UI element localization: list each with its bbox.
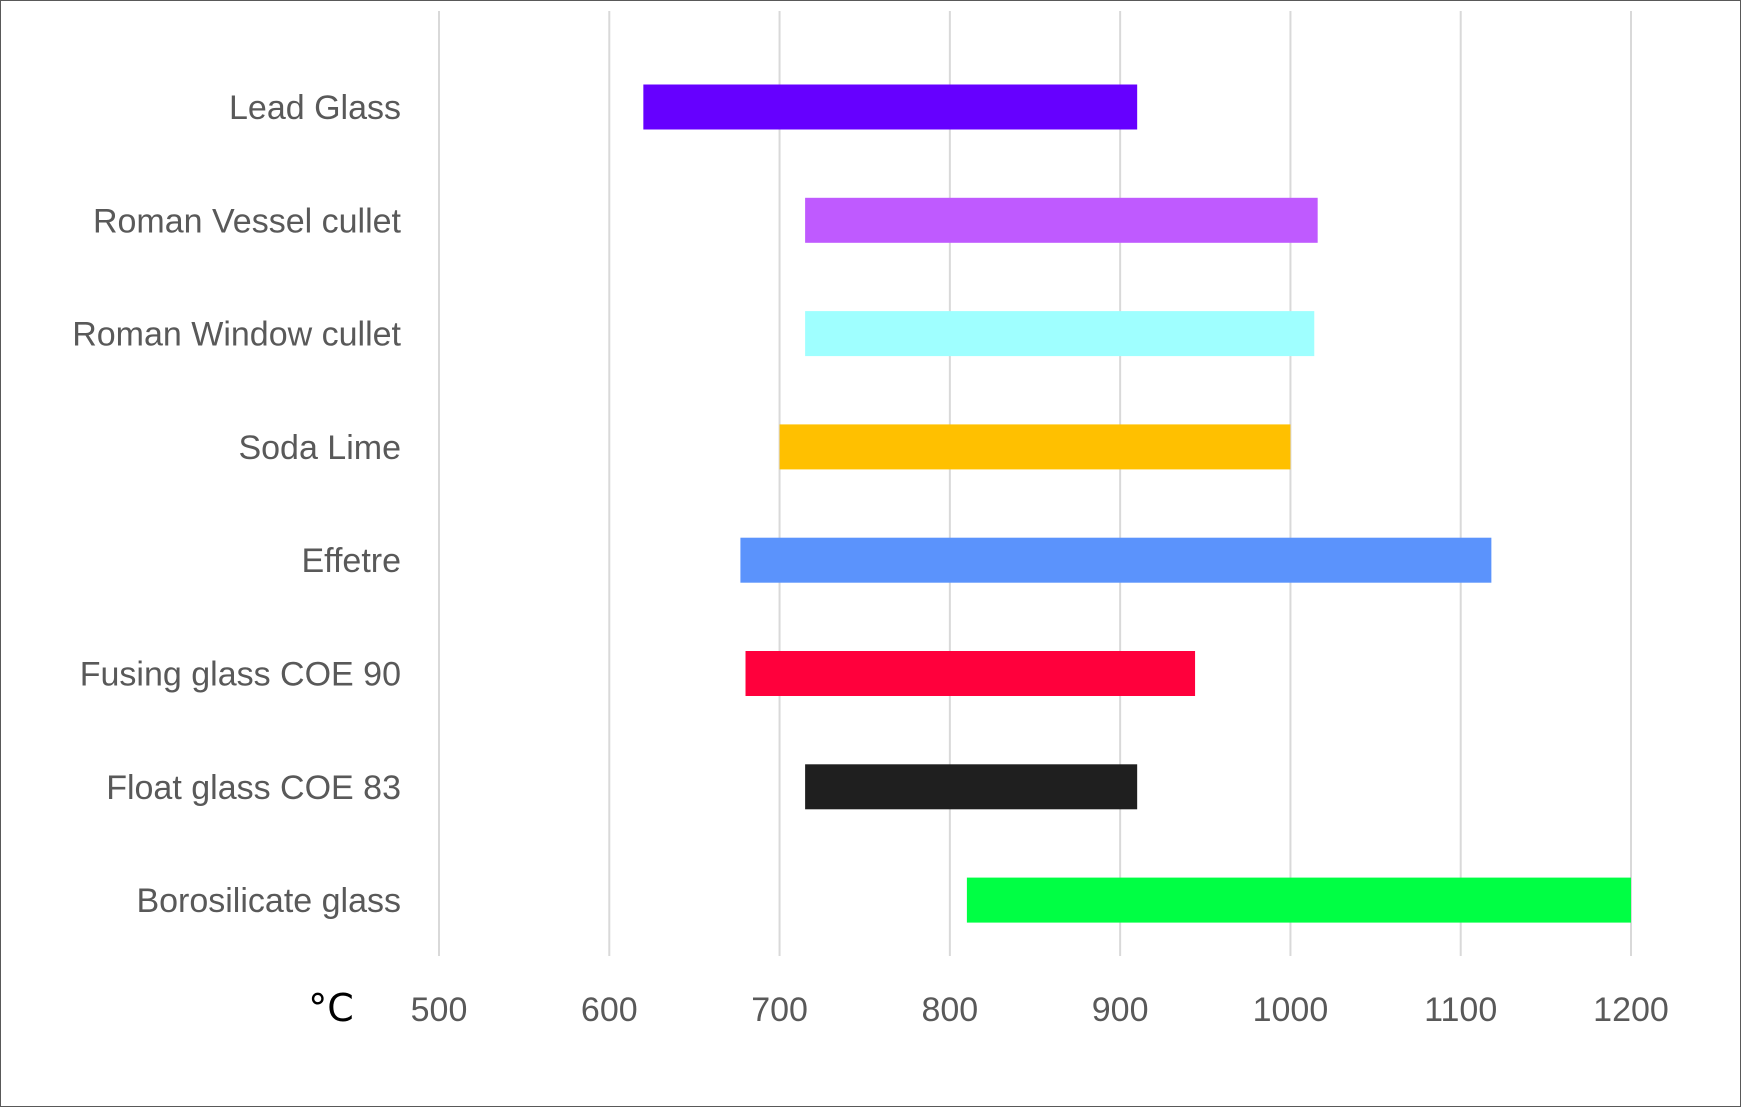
bar [745, 651, 1196, 696]
category-labels: Lead Glass Roman Vessel cullet Roman Windo… [72, 89, 401, 920]
bar [966, 877, 1631, 923]
bar [643, 84, 1138, 130]
x-tick-label: 1000 [1253, 991, 1329, 1029]
bar [740, 537, 1492, 583]
unit-label: °C [308, 986, 354, 1030]
category-label: Float glass COE 83 [106, 769, 401, 807]
category-label: Fusing glass COE 90 [80, 656, 401, 694]
bar [805, 311, 1315, 357]
x-tick-label: 1200 [1593, 991, 1669, 1029]
bar [805, 764, 1138, 810]
category-label: Roman Window cullet [72, 316, 401, 354]
x-tick-labels: 500 600 700 800 900 1000 1100 1200 [411, 991, 1669, 1029]
bar [805, 197, 1318, 243]
bar [779, 424, 1291, 470]
x-tick-label: 1100 [1424, 991, 1497, 1029]
category-label: Roman Vessel cullet [93, 202, 402, 240]
gridlines [438, 11, 1632, 956]
x-tick-label: 500 [411, 991, 468, 1029]
category-label: Borosilicate glass [136, 882, 401, 920]
bars [643, 84, 1631, 923]
category-label: Soda Lime [238, 429, 401, 467]
x-tick-label: 800 [921, 991, 978, 1029]
category-label: Lead Glass [229, 89, 401, 127]
x-tick-label: 900 [1092, 991, 1149, 1029]
x-tick-label: 700 [751, 991, 808, 1029]
x-tick-label: 600 [581, 991, 638, 1029]
category-label: Effetre [301, 542, 401, 580]
